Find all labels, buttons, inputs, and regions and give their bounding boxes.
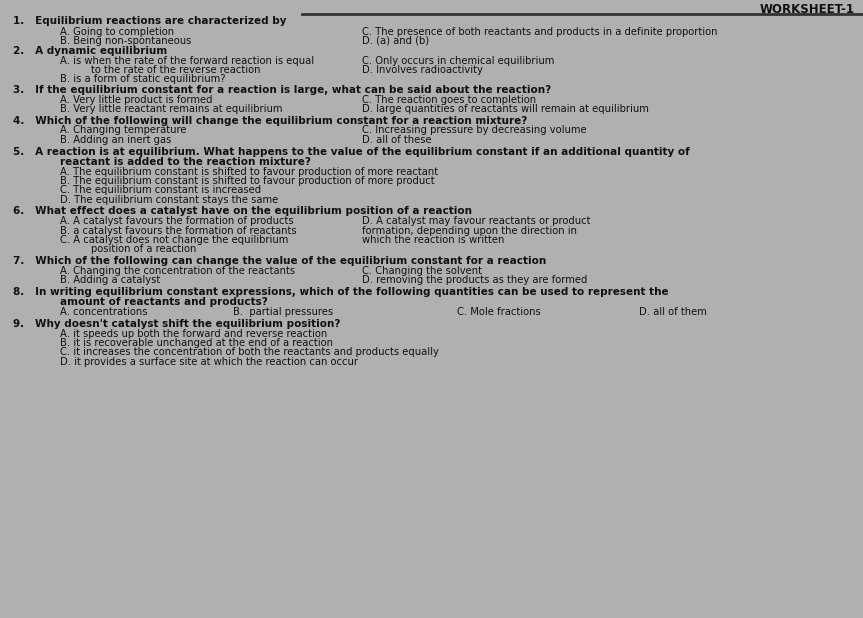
- Text: A. Very little product is formed: A. Very little product is formed: [60, 95, 213, 105]
- Text: A. Going to completion: A. Going to completion: [60, 27, 174, 36]
- Text: C. Mole fractions: C. Mole fractions: [457, 307, 541, 317]
- Text: B. The equilibrium constant is shifted to favour production of more product: B. The equilibrium constant is shifted t…: [60, 176, 435, 186]
- Text: A. it speeds up both the forward and reverse reaction: A. it speeds up both the forward and rev…: [60, 329, 328, 339]
- Text: D. A catalyst may favour reactants or product: D. A catalyst may favour reactants or pr…: [362, 216, 591, 226]
- Text: 1.   Equilibrium reactions are characterized by: 1. Equilibrium reactions are characteriz…: [13, 16, 287, 26]
- Text: D. all of them: D. all of them: [639, 307, 707, 317]
- Text: amount of reactants and products?: amount of reactants and products?: [60, 297, 268, 307]
- Text: A. A catalyst favours the formation of products: A. A catalyst favours the formation of p…: [60, 216, 294, 226]
- Text: C. A catalyst does not change the equilibrium: C. A catalyst does not change the equili…: [60, 235, 289, 245]
- Text: D. (a) and (b): D. (a) and (b): [362, 36, 430, 46]
- Text: B. is a form of static equilibrium?: B. is a form of static equilibrium?: [60, 74, 226, 84]
- Text: D. all of these: D. all of these: [362, 135, 432, 145]
- Text: C. The equilibrium constant is increased: C. The equilibrium constant is increased: [60, 185, 261, 195]
- Text: C. it increases the concentration of both the reactants and products equally: C. it increases the concentration of bot…: [60, 347, 439, 357]
- Text: C. The presence of both reactants and products in a definite proportion: C. The presence of both reactants and pr…: [362, 27, 718, 36]
- Text: D. Involves radioactivity: D. Involves radioactivity: [362, 65, 483, 75]
- Text: WORKSHEET-1: WORKSHEET-1: [759, 3, 854, 16]
- Text: B. Being non-spontaneous: B. Being non-spontaneous: [60, 36, 192, 46]
- Text: A. concentrations: A. concentrations: [60, 307, 148, 317]
- Text: D. removing the products as they are formed: D. removing the products as they are for…: [362, 275, 588, 285]
- Text: 9.   Why doesn't catalyst shift the equilibrium position?: 9. Why doesn't catalyst shift the equili…: [13, 319, 340, 329]
- Text: C. Only occurs in chemical equilibrium: C. Only occurs in chemical equilibrium: [362, 56, 555, 66]
- Text: 6.   What effect does a catalyst have on the equilibrium position of a reaction: 6. What effect does a catalyst have on t…: [13, 206, 472, 216]
- Text: B. Adding a catalyst: B. Adding a catalyst: [60, 275, 161, 285]
- Text: reactant is added to the reaction mixture?: reactant is added to the reaction mixtur…: [60, 157, 312, 167]
- Text: C. The reaction goes to completion: C. The reaction goes to completion: [362, 95, 537, 105]
- Text: which the reaction is written: which the reaction is written: [362, 235, 505, 245]
- Text: B. Very little reactant remains at equilibrium: B. Very little reactant remains at equil…: [60, 104, 283, 114]
- Text: D. large quantities of reactants will remain at equilibrium: D. large quantities of reactants will re…: [362, 104, 649, 114]
- Text: position of a reaction: position of a reaction: [91, 244, 196, 254]
- Text: A. Changing the concentration of the reactants: A. Changing the concentration of the rea…: [60, 266, 295, 276]
- Text: A. The equilibrium constant is shifted to favour production of more reactant: A. The equilibrium constant is shifted t…: [60, 167, 438, 177]
- Text: 3.   If the equilibrium constant for a reaction is large, what can be said about: 3. If the equilibrium constant for a rea…: [13, 85, 551, 95]
- Text: B.  partial pressures: B. partial pressures: [233, 307, 333, 317]
- Text: A. is when the rate of the forward reaction is equal: A. is when the rate of the forward react…: [60, 56, 314, 66]
- Text: 8.   In writing equilibrium constant expressions, which of the following quantit: 8. In writing equilibrium constant expre…: [13, 287, 669, 297]
- Text: 7.   Which of the following can change the value of the equilibrium constant for: 7. Which of the following can change the…: [13, 256, 546, 266]
- Text: B. a catalyst favours the formation of reactants: B. a catalyst favours the formation of r…: [60, 226, 297, 235]
- Text: C. Changing the solvent: C. Changing the solvent: [362, 266, 482, 276]
- Text: A. Changing temperature: A. Changing temperature: [60, 125, 187, 135]
- Text: C. Increasing pressure by decreasing volume: C. Increasing pressure by decreasing vol…: [362, 125, 587, 135]
- Text: B. Adding an inert gas: B. Adding an inert gas: [60, 135, 172, 145]
- Text: formation, depending upon the direction in: formation, depending upon the direction …: [362, 226, 577, 235]
- Text: 4.   Which of the following will change the equilibrium constant for a reaction : 4. Which of the following will change th…: [13, 116, 527, 125]
- Text: to the rate of the reverse reaction: to the rate of the reverse reaction: [91, 65, 260, 75]
- Text: D. it provides a surface site at which the reaction can occur: D. it provides a surface site at which t…: [60, 357, 358, 366]
- Text: B. it is recoverable unchanged at the end of a reaction: B. it is recoverable unchanged at the en…: [60, 338, 333, 348]
- Text: 2.   A dynamic equilibrium: 2. A dynamic equilibrium: [13, 46, 167, 56]
- Text: D. The equilibrium constant stays the same: D. The equilibrium constant stays the sa…: [60, 195, 279, 205]
- Text: 5.   A reaction is at equilibrium. What happens to the value of the equilibrium : 5. A reaction is at equilibrium. What ha…: [13, 147, 690, 157]
